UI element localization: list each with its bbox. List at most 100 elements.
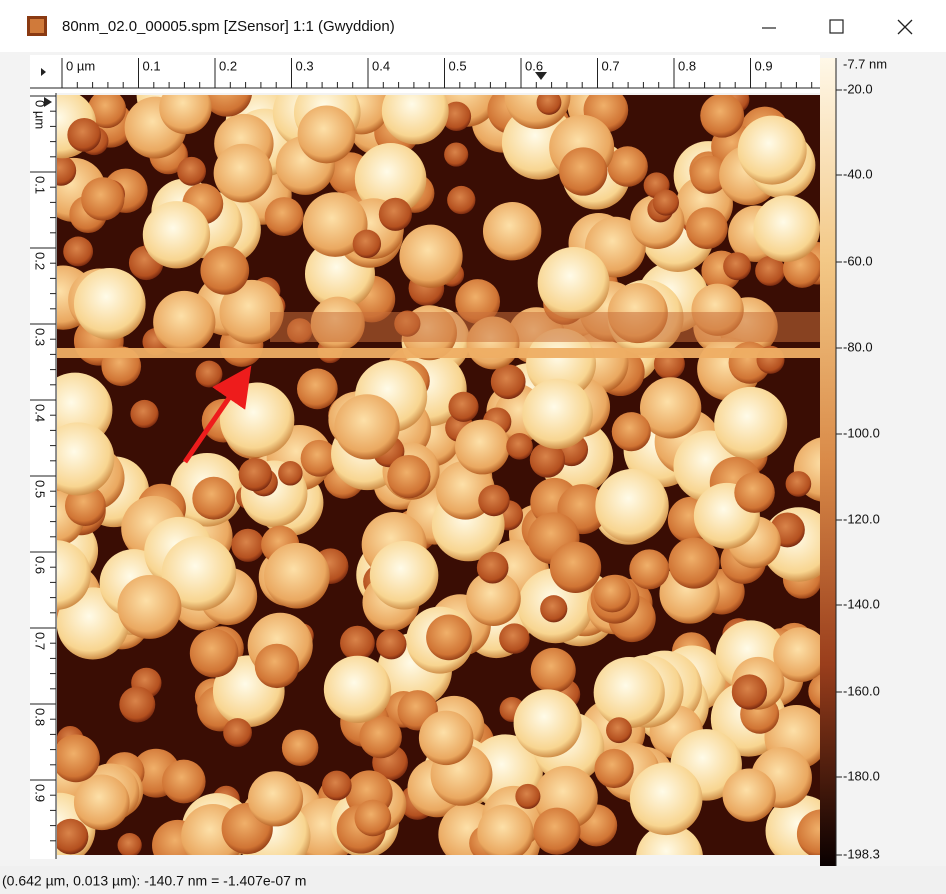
particle xyxy=(67,118,101,152)
particle xyxy=(455,420,510,475)
particle xyxy=(732,674,767,709)
particle xyxy=(506,433,533,460)
particle xyxy=(153,291,215,353)
particle xyxy=(753,195,820,262)
app-icon-inner xyxy=(30,19,44,33)
particle xyxy=(533,808,580,855)
particle xyxy=(723,769,776,822)
y-ruler-label: 0.4 xyxy=(33,404,48,422)
x-ruler-label: 0.9 xyxy=(755,58,773,73)
particle xyxy=(81,177,124,220)
particle xyxy=(223,718,252,747)
particle xyxy=(419,711,474,766)
y-ruler-label: 0.8 xyxy=(33,708,48,726)
particle xyxy=(478,485,509,516)
particle xyxy=(612,412,651,451)
particle xyxy=(606,717,632,743)
color-scale-label: -80.0 xyxy=(843,339,873,354)
particle xyxy=(119,687,155,723)
color-scale-label: -7.7 nm xyxy=(843,56,887,71)
particle xyxy=(653,189,679,215)
particle xyxy=(355,800,392,837)
y-ruler-label: 0 µm xyxy=(33,100,48,129)
color-scale-label: -100.0 xyxy=(843,425,880,440)
particle xyxy=(786,471,812,497)
particle xyxy=(448,392,478,422)
particle xyxy=(282,730,318,766)
particle xyxy=(196,361,223,388)
particle xyxy=(491,364,526,399)
particle xyxy=(700,94,744,138)
particle xyxy=(53,819,89,855)
particle xyxy=(477,552,509,584)
particle xyxy=(531,648,576,693)
particle xyxy=(559,147,607,195)
particle xyxy=(714,387,787,460)
particle xyxy=(324,656,391,723)
particle xyxy=(515,784,540,809)
color-scale-label: -160.0 xyxy=(843,683,880,698)
particle xyxy=(734,472,775,513)
y-ruler-label: 0.1 xyxy=(33,176,48,194)
x-ruler-label: 0.8 xyxy=(678,58,696,73)
particle xyxy=(340,626,375,661)
y-ruler-label: 0.2 xyxy=(33,252,48,270)
particle xyxy=(74,268,146,340)
particle xyxy=(74,774,130,830)
y-ruler-label: 0.3 xyxy=(33,328,48,346)
color-scale-label: -20.0 xyxy=(843,81,873,96)
status-text: (0.642 µm, 0.013 µm): -140.7 nm = -1.407… xyxy=(2,873,306,889)
particle xyxy=(738,116,807,185)
particle xyxy=(376,629,406,659)
particle xyxy=(594,575,631,612)
x-ruler-label: 0.6 xyxy=(525,58,543,73)
particle xyxy=(264,543,330,609)
particle xyxy=(231,529,264,562)
particle xyxy=(143,201,210,268)
x-ruler-label: 0 µm xyxy=(66,58,95,73)
particle xyxy=(595,749,634,788)
color-scale-label: -140.0 xyxy=(843,596,880,611)
particle xyxy=(426,615,472,661)
color-bar xyxy=(820,58,836,866)
y-ruler-label: 0.6 xyxy=(33,556,48,574)
particle xyxy=(118,833,142,857)
particle xyxy=(483,202,541,260)
particle xyxy=(298,106,356,164)
y-ruler-label: 0.7 xyxy=(33,632,48,650)
x-ruler-label: 0.3 xyxy=(296,58,314,73)
particle xyxy=(63,237,93,267)
particle xyxy=(278,461,302,485)
page: {"window": {"title": "80nm_02.0_00005.sp… xyxy=(0,0,946,894)
particle xyxy=(444,142,468,166)
scan-artifact xyxy=(57,348,820,358)
particle xyxy=(322,771,352,801)
particle xyxy=(177,157,206,186)
particle xyxy=(522,379,592,449)
particle xyxy=(594,657,665,728)
particle xyxy=(52,734,100,782)
particle xyxy=(499,623,529,653)
particle xyxy=(477,805,533,861)
color-scale-label: -60.0 xyxy=(843,253,873,268)
particle xyxy=(540,595,567,622)
particle xyxy=(447,186,475,214)
particle xyxy=(379,198,412,231)
particle xyxy=(248,771,303,826)
particle xyxy=(192,477,235,520)
particle xyxy=(538,247,610,319)
color-scale-label: -40.0 xyxy=(843,166,873,181)
particle xyxy=(190,629,239,678)
particle xyxy=(514,689,582,757)
color-scale-label: -180.0 xyxy=(843,768,880,783)
gwyddion-window: 80nm_02.0_00005.spm [ZSensor] 1:1 (Gwydd… xyxy=(0,0,946,894)
x-ruler-label: 0.1 xyxy=(143,58,161,73)
particle xyxy=(359,716,402,759)
particle xyxy=(595,469,668,542)
particle xyxy=(630,763,703,836)
particle xyxy=(255,644,299,688)
x-ruler-label: 0.7 xyxy=(602,58,620,73)
particle xyxy=(686,207,728,249)
window-title: 80nm_02.0_00005.spm [ZSensor] 1:1 (Gwydd… xyxy=(62,18,395,35)
particle xyxy=(297,369,338,410)
